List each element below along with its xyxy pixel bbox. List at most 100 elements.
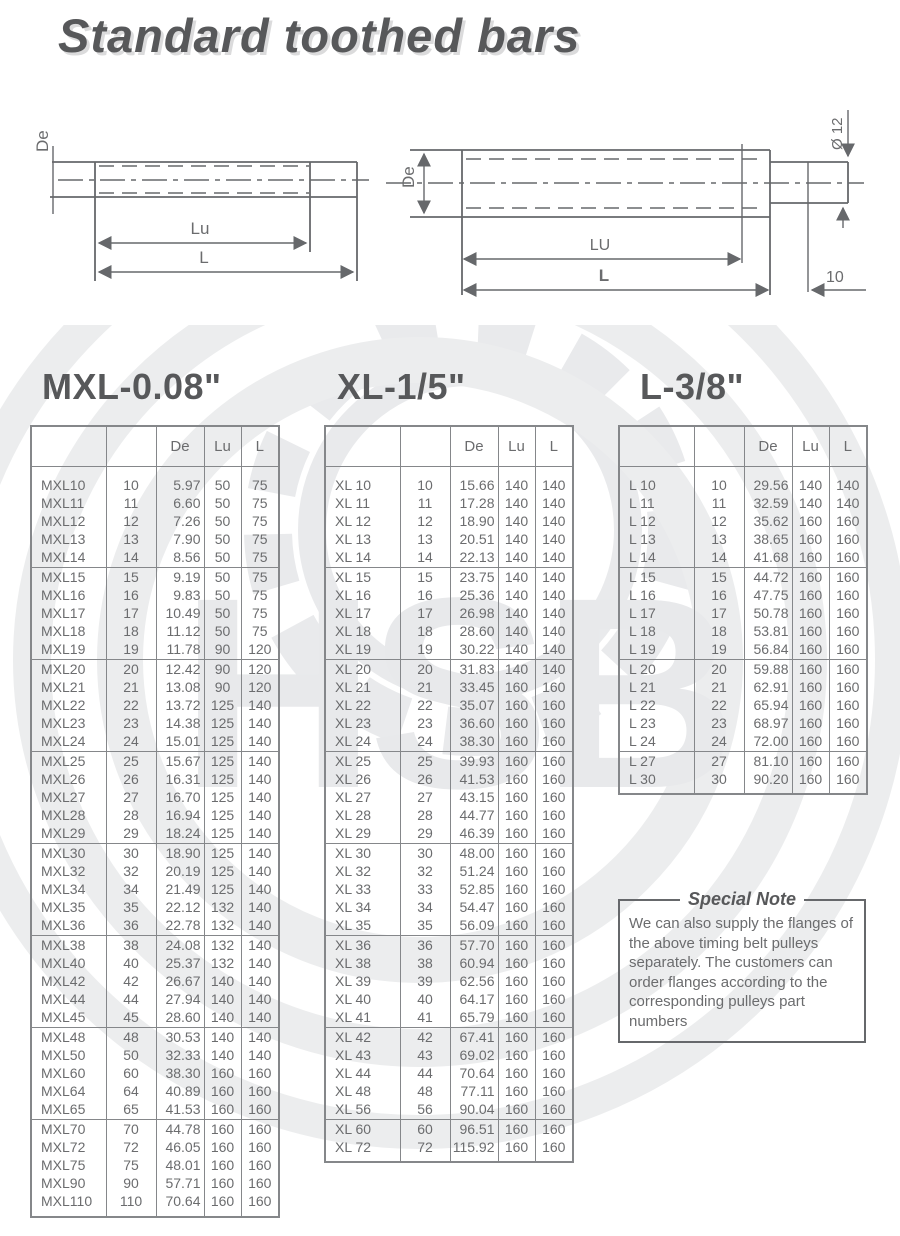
- table-row: MXL28 28 16.94 125 140: [31, 806, 279, 825]
- de-cell: 23.75: [449, 567, 498, 586]
- table-row: L 10 10 29.56 140 140: [619, 466, 867, 494]
- de-cell: 32.33: [155, 1045, 204, 1064]
- lu-cell: 160: [497, 787, 535, 807]
- de-cell: 11.12: [155, 622, 204, 641]
- de-cell: 9.19: [155, 567, 204, 586]
- l-cell: 160: [534, 1045, 573, 1064]
- lu-cell: 132: [203, 916, 241, 936]
- lu-cell: 160: [497, 806, 535, 825]
- part-no-cell: XL 23: [335, 715, 372, 732]
- table-row: XL 20 20 31.83 140 140: [325, 659, 573, 678]
- table-row: MXL75 75 48.01 160 160: [31, 1156, 279, 1175]
- l-cell: 140: [240, 1008, 279, 1028]
- de-cell: 8.56: [155, 548, 204, 568]
- l-cell: 140: [240, 990, 279, 1009]
- part-no-cell: MXL36: [41, 917, 86, 934]
- lu-cell: 160: [497, 677, 535, 696]
- teeth-cell: 16: [399, 585, 450, 604]
- col-header-part-no: [325, 426, 400, 466]
- lu-cell: 125: [203, 843, 241, 862]
- de-cell: 70.64: [155, 1192, 204, 1217]
- teeth-cell: 18: [399, 622, 450, 641]
- table-row: XL 32 32 51.24 160 160: [325, 861, 573, 880]
- teeth-cell: 48: [399, 1082, 450, 1101]
- de-cell: 41.68: [743, 548, 792, 568]
- table-row: XL 17 17 26.98 140 140: [325, 603, 573, 623]
- de-cell: 57.70: [449, 935, 498, 954]
- de-cell: 48.01: [155, 1156, 204, 1175]
- part-no-cell: XL 13: [335, 531, 372, 548]
- teeth-cell: 19: [693, 640, 744, 660]
- part-no-cell: MXL30: [41, 844, 86, 861]
- teeth-cell: 21: [399, 677, 450, 696]
- de-cell: 26.67: [155, 971, 204, 991]
- part-no-cell: MXL42: [41, 972, 86, 989]
- part-no-cell: XL 33: [335, 880, 372, 897]
- lu-cell: 140: [203, 971, 241, 991]
- de-cell: 44.78: [155, 1119, 204, 1138]
- special-note-box: Special Note We can also supply the flan…: [618, 889, 866, 1043]
- l-label-right: L: [599, 266, 609, 285]
- de-cell: 20.51: [449, 530, 498, 549]
- part-no-cell: XL 72: [335, 1138, 372, 1155]
- part-no-cell: MXL15: [41, 568, 86, 585]
- lu-cell: 132: [203, 935, 241, 954]
- l-cell: 140: [240, 916, 279, 936]
- row-group: MXL70 70 44.78 160 160 MXL72 72 46.05 160 160 MXL7…: [31, 1119, 279, 1217]
- part-no-cell: XL 22: [335, 696, 372, 713]
- l-cell: 160: [534, 732, 573, 752]
- lu-cell: 50: [203, 585, 241, 604]
- de-cell: 35.07: [449, 695, 498, 715]
- table-row: L 11 11 32.59 140 140: [619, 493, 867, 512]
- table-row: MXL65 65 41.53 160 160: [31, 1100, 279, 1120]
- row-group: XL 25 25 39.93 160 160 XL 26 26 41.53 160 160 XL 2…: [325, 751, 573, 844]
- l-cell: 140: [240, 769, 279, 788]
- teeth-cell: 13: [105, 530, 156, 549]
- teeth-cell: 41: [399, 1008, 450, 1028]
- l-cell: 160: [240, 1100, 279, 1120]
- row-group: MXL30 30 18.90 125 140 MXL32 32 20.19 125 140 MXL3…: [31, 843, 279, 936]
- teeth-cell: 70: [105, 1119, 156, 1138]
- table-row: XL 40 40 64.17 160 160: [325, 990, 573, 1009]
- lu-cell: 160: [203, 1119, 241, 1138]
- part-no-cell: XL 29: [335, 825, 372, 842]
- lu-cell: 160: [497, 935, 535, 954]
- l-cell: 160: [534, 806, 573, 825]
- part-no-cell: XL 25: [335, 752, 372, 769]
- l-cell: 160: [828, 511, 867, 531]
- l-cell: 120: [240, 640, 279, 660]
- de-cell: 18.90: [155, 843, 204, 862]
- de-cell: 29.56: [743, 466, 792, 494]
- lu-cell: 160: [497, 1137, 535, 1163]
- teeth-cell: 25: [105, 751, 156, 770]
- part-no-cell: MXL29: [41, 825, 86, 842]
- table-row: MXL45 45 28.60 140 140: [31, 1008, 279, 1028]
- part-no-cell: MXL13: [41, 531, 86, 548]
- lu-cell: 160: [791, 548, 829, 568]
- lu-cell: 140: [497, 659, 535, 678]
- de-cell: 15.67: [155, 751, 204, 770]
- de-cell: 13.08: [155, 677, 204, 696]
- de-label-right: De: [399, 166, 418, 188]
- table-row: XL 27 27 43.15 160 160: [325, 787, 573, 807]
- part-no-cell: MXL16: [41, 586, 86, 603]
- de-cell: 10.49: [155, 603, 204, 623]
- lu-cell: 125: [203, 732, 241, 752]
- lu-cell: 140: [497, 466, 535, 494]
- de-cell: 38.30: [449, 732, 498, 752]
- col-header-teeth: [693, 426, 744, 466]
- teeth-cell: 110: [105, 1192, 156, 1217]
- teeth-cell: 26: [399, 769, 450, 788]
- table-row: XL 39 39 62.56 160 160: [325, 971, 573, 991]
- part-no-cell: MXL10: [41, 476, 86, 493]
- l-cell: 140: [240, 1045, 279, 1064]
- part-no-cell: L 11: [629, 494, 655, 511]
- teeth-cell: 15: [693, 567, 744, 586]
- lu-cell: 140: [791, 466, 829, 494]
- l-cell: 160: [534, 1064, 573, 1083]
- l-cell: 140: [240, 695, 279, 715]
- table-row: MXL13 13 7.90 50 75: [31, 530, 279, 549]
- teeth-cell: 23: [105, 714, 156, 733]
- teeth-cell: 17: [105, 603, 156, 623]
- lu-cell: 160: [203, 1174, 241, 1193]
